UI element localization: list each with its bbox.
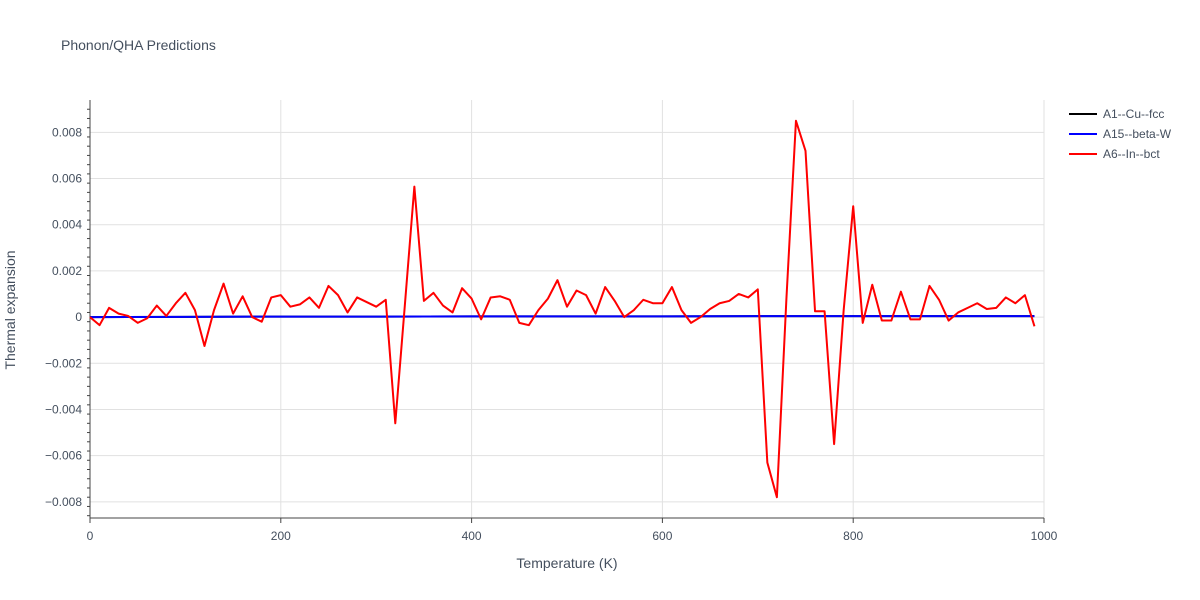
legend-label: A6--In--bct — [1103, 147, 1160, 161]
y-tick-label: 0.006 — [52, 172, 82, 186]
series-line-a6-in-bct — [89, 119, 1036, 499]
x-tick-label: 200 — [271, 529, 291, 543]
x-tick-label: 600 — [652, 529, 672, 543]
y-tick-label: −0.002 — [45, 356, 82, 370]
x-axis-title: Temperature (K) — [516, 555, 617, 571]
y-tick-label: −0.008 — [45, 495, 82, 509]
axes — [87, 100, 1045, 523]
y-tick-label: 0.002 — [52, 264, 82, 278]
tick-labels: 0 200 400 600 800 1000 −0.008 −0.006 −0.004 −0.00… — [45, 125, 1058, 543]
plot-area — [89, 119, 1036, 499]
y-tick-label: 0.004 — [52, 218, 82, 232]
series-line-a15-beta-w — [89, 315, 1035, 319]
y-tick-label: −0.006 — [45, 449, 82, 463]
y-axis-title: Thermal expansion — [2, 250, 18, 369]
legend-item[interactable]: A15--beta-W — [1069, 127, 1172, 141]
legend-item[interactable]: A6--In--bct — [1069, 147, 1160, 161]
chart-title: Phonon/QHA Predictions — [61, 37, 216, 53]
legend[interactable]: A1--Cu--fcc A15--beta-W A6--In--bct — [1069, 107, 1172, 161]
x-tick-label: 0 — [87, 529, 94, 543]
y-tick-label: 0.008 — [52, 125, 82, 139]
y-tick-label: 0 — [75, 310, 82, 324]
x-tick-label: 400 — [462, 529, 482, 543]
x-tick-label: 1000 — [1031, 529, 1058, 543]
x-tick-label: 800 — [843, 529, 863, 543]
legend-label: A1--Cu--fcc — [1103, 107, 1164, 121]
legend-label: A15--beta-W — [1103, 127, 1172, 141]
legend-item[interactable]: A1--Cu--fcc — [1069, 107, 1164, 121]
y-tick-label: −0.004 — [45, 402, 82, 416]
